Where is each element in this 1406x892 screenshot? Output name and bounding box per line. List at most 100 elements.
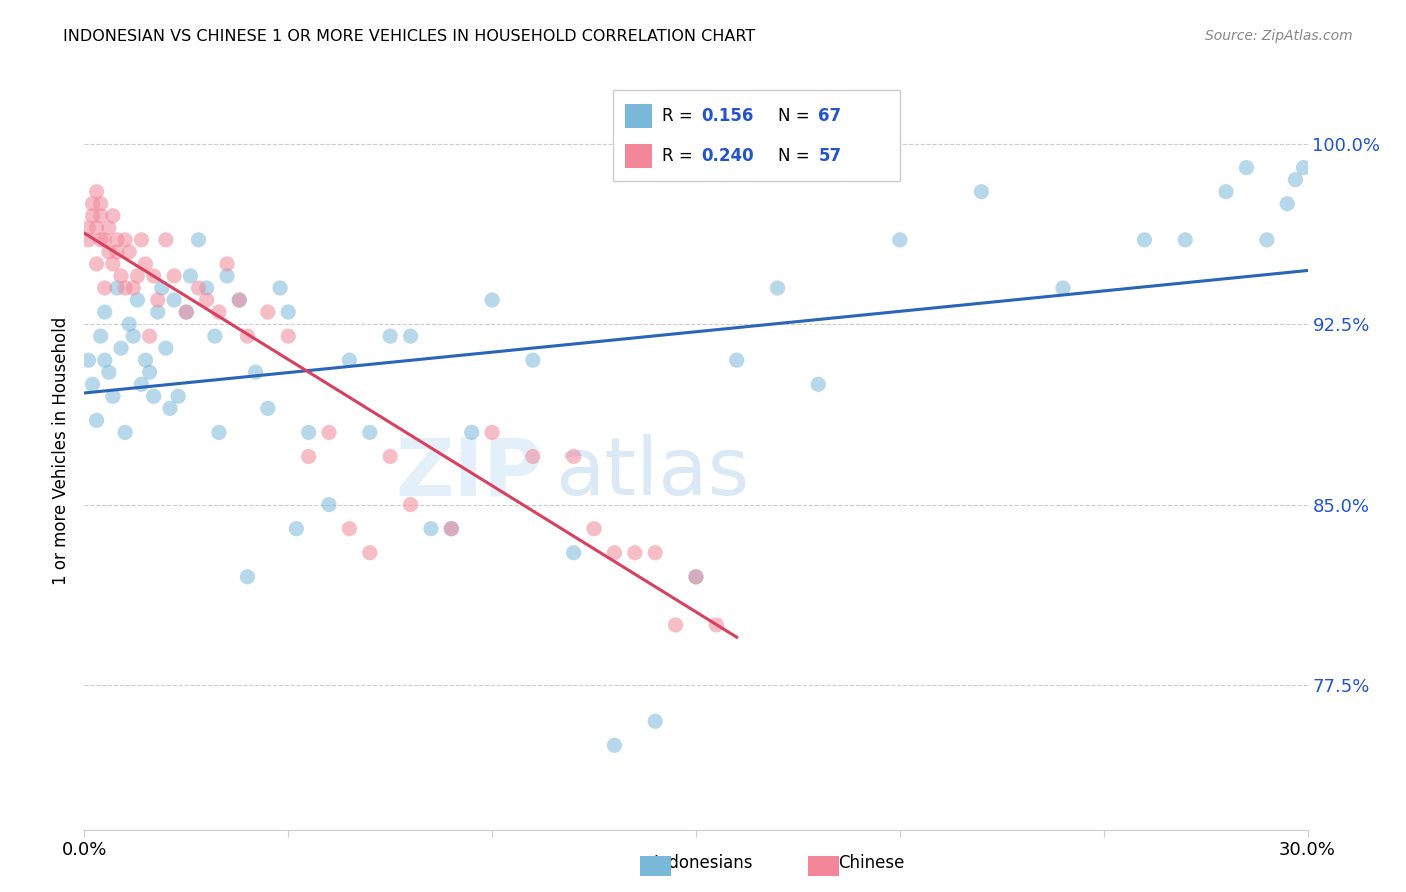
Point — [1133, 233, 1156, 247]
Point — [603, 546, 626, 560]
Text: R =: R = — [662, 107, 697, 125]
Point — [110, 268, 132, 283]
Point — [90, 233, 112, 247]
Point — [481, 425, 503, 440]
Point — [285, 522, 308, 536]
Point — [93, 233, 115, 247]
Point — [114, 233, 136, 247]
Point — [114, 281, 136, 295]
Point — [159, 401, 181, 416]
Point — [298, 425, 321, 440]
Point — [146, 293, 169, 307]
Point — [204, 329, 226, 343]
Point — [277, 305, 299, 319]
Text: 0.240: 0.240 — [700, 147, 754, 165]
Point — [208, 305, 231, 319]
Point — [1215, 185, 1237, 199]
Point — [97, 244, 120, 259]
Point — [122, 329, 145, 343]
Point — [93, 281, 115, 295]
Text: ZIP: ZIP — [396, 434, 543, 512]
Point — [187, 281, 209, 295]
Point — [86, 220, 108, 235]
Point — [174, 305, 197, 319]
Point — [1277, 196, 1299, 211]
Point — [82, 377, 104, 392]
Point — [93, 305, 115, 319]
Point — [257, 305, 280, 319]
Point — [236, 329, 259, 343]
Point — [146, 305, 169, 319]
Text: Source: ZipAtlas.com: Source: ZipAtlas.com — [1205, 29, 1353, 43]
Point — [380, 450, 402, 464]
Point — [114, 425, 136, 440]
Point — [86, 185, 108, 199]
Point — [174, 305, 197, 319]
Point — [1174, 233, 1197, 247]
Point — [277, 329, 299, 343]
Point — [167, 389, 190, 403]
Point — [187, 233, 209, 247]
Point — [195, 293, 218, 307]
Y-axis label: 1 or more Vehicles in Household: 1 or more Vehicles in Household — [52, 317, 70, 584]
Text: R =: R = — [662, 147, 697, 165]
Point — [257, 401, 280, 416]
Point — [1284, 172, 1306, 186]
Point — [90, 329, 112, 343]
Point — [725, 353, 748, 368]
Point — [101, 209, 124, 223]
Point — [228, 293, 250, 307]
Point — [97, 365, 120, 379]
Point — [217, 268, 239, 283]
Point — [179, 268, 201, 283]
Point — [110, 341, 132, 355]
Point — [155, 233, 177, 247]
Point — [399, 498, 422, 512]
Point — [105, 233, 128, 247]
Point — [131, 377, 153, 392]
Point — [1292, 161, 1315, 175]
Point — [163, 293, 186, 307]
Point — [1256, 233, 1278, 247]
Text: atlas: atlas — [555, 434, 749, 512]
Point — [127, 293, 149, 307]
Point — [208, 425, 231, 440]
Point — [142, 389, 165, 403]
Point — [399, 329, 422, 343]
Point — [318, 498, 340, 512]
Text: 0.156: 0.156 — [700, 107, 754, 125]
Point — [481, 293, 503, 307]
Point — [889, 233, 911, 247]
Point — [90, 209, 112, 223]
Point — [150, 281, 173, 295]
Point — [77, 353, 100, 368]
Point — [77, 220, 100, 235]
Text: INDONESIAN VS CHINESE 1 OR MORE VEHICLES IN HOUSEHOLD CORRELATION CHART: INDONESIAN VS CHINESE 1 OR MORE VEHICLES… — [63, 29, 755, 44]
Point — [122, 281, 145, 295]
Point — [562, 450, 585, 464]
Point — [624, 546, 647, 560]
Point — [163, 268, 186, 283]
Point — [86, 257, 108, 271]
Point — [766, 281, 789, 295]
Point — [142, 268, 165, 283]
Point — [86, 413, 108, 427]
Point — [644, 714, 666, 729]
Point — [269, 281, 291, 295]
Point — [461, 425, 484, 440]
Point — [522, 450, 544, 464]
Text: 67: 67 — [818, 107, 841, 125]
Point — [101, 389, 124, 403]
Point — [135, 257, 157, 271]
FancyBboxPatch shape — [626, 103, 652, 128]
Point — [105, 281, 128, 295]
Point — [359, 425, 381, 440]
Text: N =: N = — [778, 147, 815, 165]
Point — [77, 233, 100, 247]
Point — [245, 365, 267, 379]
Point — [195, 281, 218, 295]
Point — [420, 522, 443, 536]
Text: Indonesians: Indonesians — [654, 855, 752, 872]
Point — [97, 220, 120, 235]
Point — [685, 570, 707, 584]
